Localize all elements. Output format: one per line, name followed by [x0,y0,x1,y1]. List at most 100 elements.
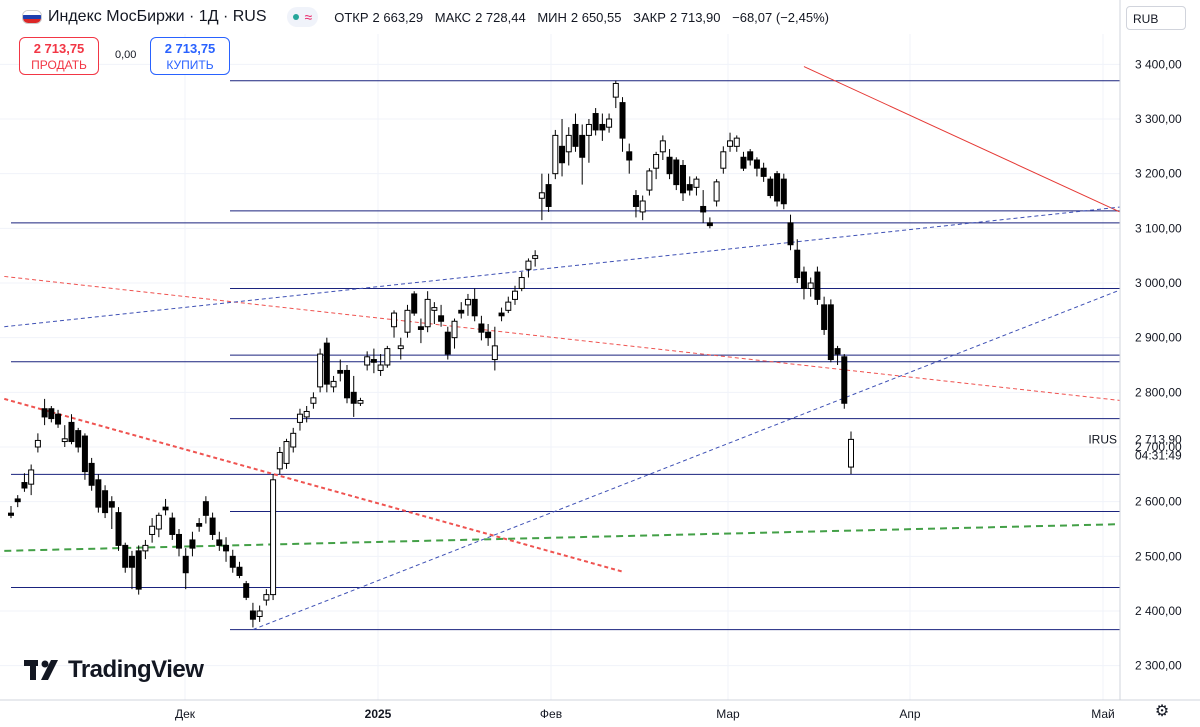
candle-up [303,410,310,418]
candle-up [155,514,162,530]
symbol-title[interactable]: Индекс МосБиржи · 1Д · RUS [48,8,267,25]
tradingview-logo[interactable]: TradingView [24,656,204,684]
candle-down [189,539,196,549]
candle-down [102,490,109,514]
candle-up [518,277,525,289]
candle-up [28,469,35,485]
price-axis[interactable]: 3 400,00 3 300,00 3 200,00 3 100,00 3 000,00… [1088,0,1200,727]
candle-down [706,222,713,227]
time-axis-bg [0,700,1200,727]
candle-down [202,501,209,516]
trend-line-green[interactable] [4,518,1200,552]
candle-down [122,544,129,568]
x-tick-label: Апр [899,707,921,721]
russia-flag-icon [22,10,42,24]
candle-down [794,249,801,279]
candle-down [599,123,606,131]
trend-line-red[interactable] [4,275,1161,406]
market-status[interactable]: ≈ [286,7,319,27]
candle-down [666,156,673,175]
candle-up [585,123,592,136]
candle-down [767,178,774,197]
candle-up [639,200,646,213]
candle-down [8,512,14,516]
x-tick-label: Мар [716,707,740,721]
candle-up [693,178,700,188]
candle-up [263,594,270,601]
drawings[interactable] [4,66,1200,631]
candle-down [834,348,841,355]
candle-up [310,397,317,404]
sell-button[interactable]: 2 713,75 ПРОДАТЬ [19,37,99,75]
candle-down [108,501,115,508]
candle-up [727,140,734,147]
settings-gear-icon[interactable]: ⚙ [1154,703,1170,720]
candle-down [559,145,566,164]
candle-down [162,506,169,511]
candle-down [619,102,626,139]
trend-line-red[interactable] [803,66,1141,222]
candle-down [75,430,82,448]
trend-line-blue[interactable] [252,190,1200,631]
grid [0,34,1120,700]
candle-down [182,555,189,574]
candle-down [411,293,418,314]
y-tick-label: 3 200,00 [1135,167,1182,181]
currency-selector[interactable]: RUB [1126,6,1186,30]
candle-down [686,184,693,191]
candle-down [680,164,686,194]
candle-up [525,260,532,270]
x-tick-label: Дек [175,707,196,721]
candle-up [807,282,814,289]
countdown-label: 04:31:49 [1135,448,1182,462]
delay-icon: ≈ [304,9,313,25]
candle-down [169,517,176,535]
candle-up [720,151,727,169]
x-tick-label: Фев [540,707,562,721]
trend-line-blue[interactable] [4,180,1200,328]
candle-down [471,298,478,317]
candle-down [787,222,794,246]
candle-down [417,326,424,330]
candle-down [337,369,344,374]
y-tick-label: 3 100,00 [1135,221,1182,235]
candle-up [142,544,149,552]
candle-down [350,391,357,404]
candle-up [61,438,68,443]
candle-down [740,156,747,169]
candle-down [95,479,102,508]
y-tick-label: 3 000,00 [1135,276,1182,290]
candle-down [243,583,250,598]
time-axis[interactable]: Дек 2025 Фев Мар Апр Май [0,699,1200,727]
candle-down [14,498,21,503]
x-tick-label: 2025 [365,707,392,721]
y-tick-label: 2 400,00 [1135,604,1182,618]
candle-down [81,435,88,473]
candle-down [800,271,807,289]
candle-down [323,342,330,385]
candle-up [290,432,297,448]
candle-down [196,523,203,527]
candle-up [384,348,391,366]
candle-down [747,151,754,161]
candle-down [821,304,828,330]
candle-up [404,309,411,333]
y-tick-label: 2 500,00 [1135,549,1182,563]
buy-button[interactable]: 2 713,75 КУПИТЬ [150,37,230,75]
candle-down [229,555,236,568]
candle-up [464,298,471,306]
price-axis-bg [1120,0,1200,727]
candle-down [370,359,377,363]
candle-down [572,123,579,147]
candle-down [115,512,122,546]
candle-up [646,170,653,191]
candle-down [626,151,633,161]
candle-down [545,184,552,207]
candle-up [424,298,431,328]
candle-up [317,353,324,388]
candle-up [653,154,660,169]
trend-line-red[interactable] [4,397,623,573]
candle-down [774,173,781,202]
candle-up [532,255,539,259]
